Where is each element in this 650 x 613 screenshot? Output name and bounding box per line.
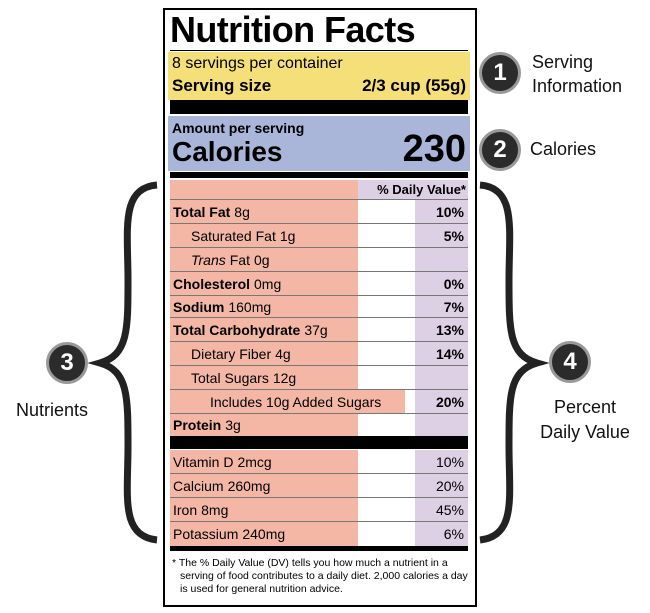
vitamin-amount: 8mg (201, 502, 229, 518)
vitamin-dv-bg (415, 450, 468, 546)
amount-per-serving: Amount per serving (172, 120, 305, 136)
badge: 4 (549, 341, 591, 383)
annotation-line: Percent (553, 397, 617, 417)
nutrient-name: Total Fat (173, 204, 231, 220)
serving-bg (168, 52, 470, 100)
nutrient-name: Total Carbohydrate (173, 322, 301, 338)
calories-label: Calories (172, 136, 283, 167)
nutrient-row: Protein 3g (170, 414, 468, 436)
dv-header-bg (358, 180, 468, 200)
nutrient-amount: 37g (304, 322, 328, 338)
vitamin-dv: 45% (435, 502, 464, 518)
vitamin-amount: 240mg (242, 526, 286, 542)
vitamin-amount: 260mg (227, 478, 271, 494)
label-title: Nutrition Facts (170, 9, 416, 50)
nutrient-dv: 13% (435, 322, 464, 338)
nutrient-name: Cholesterol (173, 276, 251, 292)
vitamin-amount: 2mcg (237, 454, 272, 470)
nutrient-dv: 10% (435, 204, 464, 220)
nutrient-amount: 160mg (228, 299, 272, 315)
vitamin-row: Calcium 260mg 20% (170, 474, 468, 498)
vitamin-bg (170, 450, 358, 546)
vitamin-dv: 6% (443, 526, 464, 542)
serving-size-label: Serving size (172, 76, 272, 95)
nutrient-amount: 12g (272, 370, 297, 386)
vitamin-row: Vitamin D 2mcg 10% (170, 450, 468, 474)
dv-column-bg (415, 200, 468, 436)
calories-value: 230 (402, 128, 466, 170)
thick-bar (170, 100, 468, 114)
nutrient-bg (170, 180, 358, 436)
nutrient-dv: 5% (443, 228, 464, 244)
nutrient-row: Trans Fat 0g (170, 248, 468, 272)
nutrient-name: Protein (173, 417, 222, 433)
nutrient-amount: 1g (279, 228, 296, 244)
left-brace (87, 181, 158, 544)
nutrient-name: Total Sugars (191, 370, 269, 386)
nutrient-name-italic: Trans (191, 252, 226, 268)
vitamin-name: Calcium (173, 478, 224, 494)
medium-bar (170, 546, 468, 551)
nutrient-row: Saturated Fat 1g 5% (170, 224, 468, 248)
badge: 2 (479, 129, 521, 171)
annotation-line: Nutrients (16, 400, 89, 420)
servings: 8 servings per container (172, 55, 343, 72)
dv-header: % Daily Value* (377, 182, 466, 197)
footnote: * The % Daily Value (DV) tells you how m… (172, 557, 468, 595)
annotation-line: Serving (532, 52, 594, 72)
nutrient-row: Total Sugars 12g (170, 366, 468, 390)
nutrient-row: Dietary Fiber 4g 14% (170, 342, 468, 366)
nutrient-name: Includes 10g Added Sugars (210, 394, 382, 410)
vitamin-name: Iron (173, 502, 198, 518)
label-box (163, 8, 477, 607)
vitamin-dv: 10% (435, 454, 464, 470)
medium-bar (170, 172, 468, 178)
nutrient-dv: 20% (435, 394, 464, 410)
calories-bg (168, 116, 470, 171)
nutrient-row: Cholesterol 0mg 0% (170, 272, 468, 296)
nutrient-dv: 7% (443, 299, 464, 315)
nutrient-dv: 14% (435, 346, 464, 362)
annotation-line: Daily Value (540, 422, 630, 442)
vitamin-row: Iron 8mg 45% (170, 498, 468, 522)
nutrient-amount: 3g (225, 417, 241, 433)
nutrient-name: Sodium (173, 299, 225, 315)
thick-bar (170, 436, 468, 449)
nutrient-amount: 8g (234, 204, 250, 220)
nutrient-amount: 0mg (254, 276, 282, 292)
nutrient-row: Sodium 160mg 7% (170, 296, 468, 318)
right-brace (479, 181, 550, 544)
nutrient-row: Includes 10g Added Sugars 20% (170, 390, 468, 414)
nutrient-row: Total Fat 8g 10% (170, 200, 468, 224)
nutrient-amount: 4g (275, 346, 291, 362)
badge: 1 (479, 52, 521, 94)
nutrient-name: Dietary Fiber (191, 346, 272, 362)
nutrient-amount: 0g (253, 252, 270, 268)
rule (170, 50, 468, 51)
annotation-line: Calories (530, 139, 597, 159)
vitamin-name: Potassium (173, 526, 239, 542)
nutrient-dv: 0% (443, 276, 464, 292)
annotation-line: Information (532, 76, 623, 96)
nutrient-row: Total Carbohydrate 37g 13% (170, 318, 468, 342)
nutrient-name: Fat (229, 252, 250, 268)
added-sugar-bg (358, 390, 405, 414)
serving-size-value: 2/3 cup (55g) (362, 76, 466, 95)
nutrient-name: Saturated Fat (191, 228, 276, 244)
rule (170, 199, 468, 200)
vitamin-row: Potassium 240mg 6% (170, 522, 468, 546)
vitamin-name: Vitamin D (173, 454, 234, 470)
badge: 3 (46, 342, 88, 384)
vitamin-dv: 20% (435, 478, 464, 494)
